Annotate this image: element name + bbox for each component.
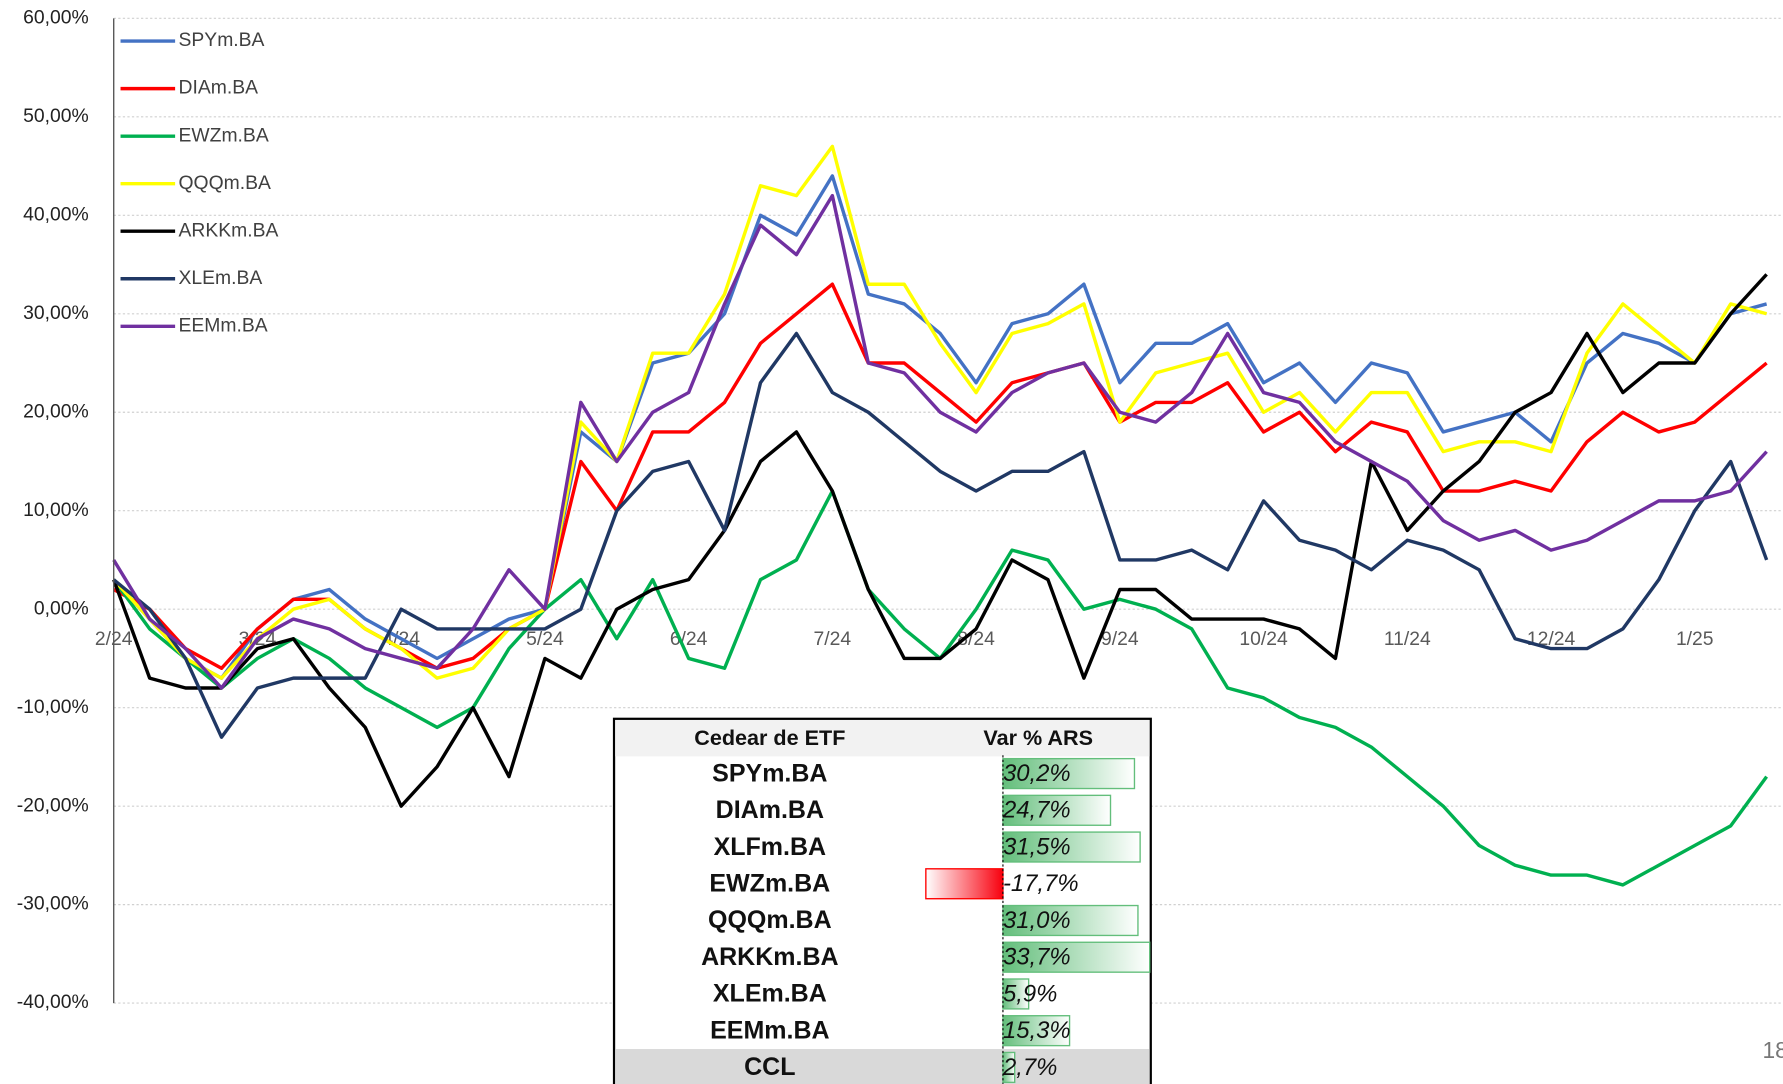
- data-bar: [1002, 757, 1136, 790]
- table-name: XLEm.BA: [713, 980, 827, 1008]
- table-value: 2,7%: [1002, 1054, 1057, 1081]
- x-tick-label: 7/24: [814, 629, 852, 650]
- y-tick-label: 30,00%: [23, 303, 89, 324]
- table-value: 30,2%: [1003, 760, 1071, 787]
- table-name: EEMm.BA: [710, 1016, 829, 1044]
- table-value: 15,3%: [1003, 1017, 1071, 1044]
- y-tick-label: -10,00%: [17, 697, 89, 718]
- data-bar: [1002, 978, 1030, 1010]
- data-bar: [1002, 794, 1112, 826]
- table-value: 5,9%: [1003, 980, 1057, 1007]
- legend-label: ARKKm.BA: [179, 220, 279, 241]
- x-tick-label: 5/24: [526, 629, 564, 650]
- legend-label: EEMm.BA: [179, 315, 268, 336]
- x-tick-label: 8/24: [957, 629, 995, 650]
- grid: -40,00% -30,00% -20,00% -10,00% 0,00% 10,00% 2…: [17, 7, 1783, 1013]
- y-tick-label: 20,00%: [23, 401, 89, 422]
- y-tick-label: -40,00%: [17, 992, 89, 1013]
- lines: [112, 144, 1769, 887]
- data-bar: [1002, 904, 1139, 937]
- data-bar: [1002, 831, 1141, 863]
- y-tick-label: 10,00%: [23, 500, 89, 521]
- legend-label: XLEm.BA: [179, 268, 263, 289]
- table-name: DIAm.BA: [716, 796, 824, 824]
- data-bar: [1002, 1015, 1071, 1047]
- table-value: -17,7%: [1003, 870, 1079, 897]
- y-tick-label: 0,00%: [34, 598, 89, 619]
- legend-label: QQQm.BA: [179, 173, 271, 194]
- table-name: SPYm.BA: [712, 759, 827, 787]
- series-line: [112, 174, 1768, 680]
- table-value: 24,7%: [1002, 797, 1071, 824]
- y-tick-label: 50,00%: [23, 106, 89, 127]
- table-name: EWZm.BA: [709, 870, 830, 898]
- table-name: XLFm.BA: [714, 833, 827, 861]
- table-name: QQQm.BA: [708, 906, 832, 934]
- y-tick-label: 60,00%: [23, 7, 89, 28]
- legend-label: DIAm.BA: [179, 78, 259, 99]
- table-value: 31,5%: [1003, 833, 1071, 860]
- table-value: 31,0%: [1003, 907, 1071, 934]
- y-tick-label: 40,00%: [23, 204, 89, 225]
- data-bar: [1002, 1051, 1016, 1084]
- table-header: Cedear de ETF: [694, 725, 845, 750]
- series-line: [112, 193, 1768, 690]
- data-bar: [925, 868, 1004, 900]
- x-tick-label: 10/24: [1239, 629, 1288, 650]
- series-line: [112, 331, 1769, 739]
- table-row-bg: [615, 1049, 1150, 1084]
- table-header-bg: [615, 719, 1150, 757]
- x-tick-label: 11/24: [1384, 629, 1431, 650]
- x-tick-label: 9/24: [1101, 629, 1139, 650]
- series-line: [112, 273, 1768, 808]
- data-bar: [1002, 941, 1151, 973]
- table-value: 33,7%: [1003, 944, 1071, 971]
- table-header: Var % ARS: [983, 725, 1093, 750]
- legend-label: EWZm.BA: [179, 125, 269, 146]
- page-number: 18: [1763, 1037, 1783, 1063]
- legend-label: SPYm.BA: [179, 30, 265, 51]
- x-tick-label: 1/25: [1676, 629, 1714, 650]
- legend: SPYm.BA DIAm.BA EWZm.BA QQQm.BA ARKKm.BA XLEm…: [120, 30, 279, 336]
- y-tick-label: -20,00%: [17, 795, 89, 816]
- table-name: ARKKm.BA: [701, 943, 839, 971]
- table-name: CCL: [744, 1053, 795, 1081]
- series-line: [112, 144, 1768, 680]
- y-tick-label: -30,00%: [17, 894, 89, 915]
- table: Cedear de ETF Var % ARS SPYm.BA 30,2% DIAm.B…: [612, 717, 1152, 1084]
